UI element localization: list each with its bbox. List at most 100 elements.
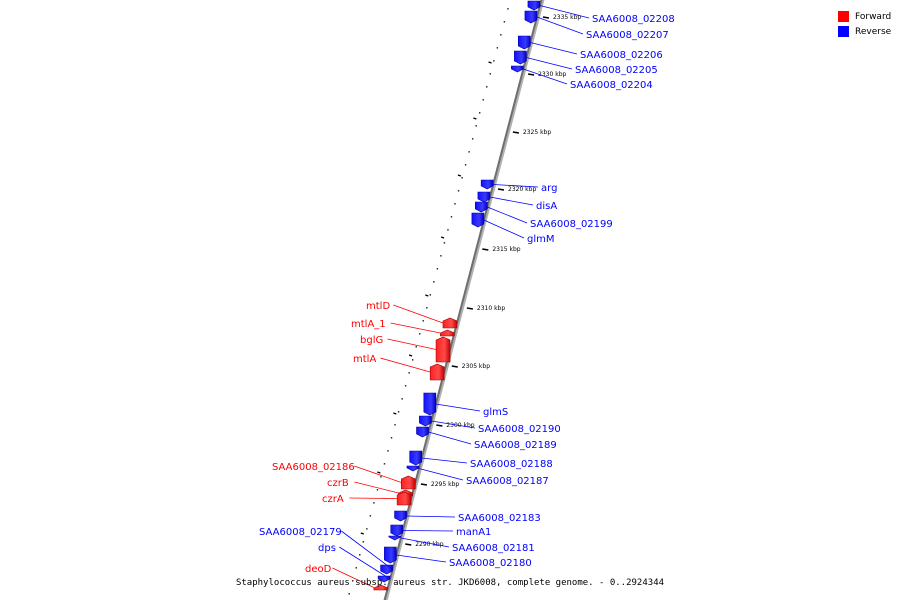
label-leader — [428, 431, 472, 445]
forward-gene[interactable] — [429, 363, 445, 381]
reverse-gene[interactable] — [423, 392, 437, 416]
forward-swatch — [838, 11, 849, 22]
guide-dot — [503, 21, 506, 23]
reverse-gene[interactable] — [517, 35, 531, 50]
gene-label[interactable]: czrA — [322, 494, 344, 505]
gene-label[interactable]: mtlA — [353, 354, 376, 365]
label-leader — [523, 68, 568, 85]
gene-label[interactable]: bglG — [360, 335, 383, 346]
reverse-gene[interactable] — [384, 546, 397, 564]
guide-dot — [348, 593, 350, 595]
gene-label[interactable]: glmM — [527, 234, 555, 245]
reverse-gene[interactable] — [409, 450, 423, 466]
guide-dot — [397, 411, 400, 413]
kbp-tick — [451, 365, 458, 368]
label-leader — [435, 403, 481, 412]
guide-dot — [493, 60, 495, 62]
guide-dot — [471, 138, 474, 140]
guide-dot — [468, 151, 470, 153]
reverse-gene[interactable] — [388, 535, 402, 541]
gene-label[interactable]: SAA6008_02189 — [474, 440, 557, 451]
gene-label[interactable]: czrB — [327, 478, 349, 489]
guide-dot — [489, 73, 491, 75]
gene-label[interactable]: dps — [318, 543, 336, 554]
guide-dot — [433, 281, 435, 283]
gene-label[interactable]: arg — [541, 183, 557, 194]
reverse-gene[interactable] — [524, 10, 538, 24]
reverse-gene[interactable] — [477, 191, 491, 203]
reverse-gene[interactable] — [511, 65, 524, 73]
gene-label[interactable]: manA1 — [456, 527, 491, 538]
gene-label[interactable]: SAA6008_02205 — [575, 65, 658, 76]
label-leader — [487, 206, 528, 224]
legend-reverse-label: Reverse — [855, 26, 892, 37]
gene-label[interactable]: disA — [536, 201, 557, 212]
kbp-tick-label: 2305 kbp — [462, 363, 490, 370]
guide-dot — [443, 242, 446, 244]
gene-label[interactable]: deoD — [305, 564, 332, 575]
label-leader — [402, 530, 454, 532]
reverse-swatch — [838, 26, 849, 37]
gene-label[interactable]: SAA6008_02179 — [259, 527, 342, 538]
guide-dot — [352, 580, 354, 582]
forward-gene[interactable] — [373, 584, 389, 591]
gene-label[interactable]: SAA6008_02204 — [570, 80, 653, 91]
guide-dash — [393, 412, 397, 415]
gene-label[interactable]: SAA6008_02190 — [478, 424, 561, 435]
reverse-gene[interactable] — [480, 179, 494, 190]
gene-label[interactable]: SAA6008_02186 — [272, 462, 355, 473]
gene-label[interactable]: SAA6008_02199 — [530, 219, 613, 230]
gene-labels: SAA6008_02208 SAA6008_02207 SAA6008_02206 S… — [259, 5, 675, 588]
label-leader — [400, 537, 450, 548]
kbp-tick-label: 2320 kbp — [508, 186, 536, 193]
reverse-gene[interactable] — [514, 50, 527, 65]
gene-label[interactable]: SAA6008_02187 — [466, 476, 549, 487]
gene-label[interactable]: SAA6008_02180 — [449, 558, 532, 569]
gene-label[interactable]: SAA6008_02207 — [586, 30, 669, 41]
reverse-gene[interactable] — [406, 465, 420, 472]
guide-dash — [440, 236, 445, 239]
gene-label[interactable]: SAA6008_02188 — [470, 459, 553, 470]
label-leader — [387, 338, 437, 350]
gene-features — [373, 0, 541, 591]
legend-reverse: Reverse — [838, 24, 891, 39]
guide-dot — [464, 164, 467, 166]
gene-label[interactable]: mtlD — [366, 301, 390, 312]
guide-dot — [475, 125, 477, 127]
kbp-tick-label: 2335 kbp — [553, 14, 581, 21]
kbp-tick-label: 2325 kbp — [523, 129, 551, 136]
guide-dot — [404, 385, 407, 387]
forward-gene[interactable] — [440, 329, 455, 337]
guide-dot — [411, 359, 414, 361]
label-leader — [380, 357, 431, 373]
label-leader — [421, 457, 468, 464]
guide-dot — [366, 528, 368, 530]
guide-dot — [482, 99, 484, 101]
guide-dot — [486, 86, 488, 88]
reverse-gene[interactable] — [474, 201, 488, 213]
gene-label[interactable]: SAA6008_02183 — [458, 513, 541, 524]
gene-label[interactable]: mtlA_1 — [351, 319, 386, 330]
guide-dot — [496, 47, 499, 49]
forward-gene[interactable] — [401, 475, 416, 490]
reverse-gene[interactable] — [527, 0, 541, 11]
guide-dot — [507, 8, 509, 10]
gene-label[interactable]: SAA6008_02181 — [452, 543, 535, 554]
label-leader — [396, 554, 447, 563]
label-leader — [526, 57, 573, 70]
reverse-gene[interactable] — [419, 415, 432, 427]
forward-gene[interactable] — [442, 317, 458, 329]
reverse-gene[interactable] — [416, 426, 429, 438]
gene-label[interactable]: glmS — [483, 407, 508, 418]
gene-label[interactable]: SAA6008_02208 — [592, 14, 675, 25]
kbp-tick — [405, 543, 412, 546]
forward-gene[interactable] — [435, 336, 451, 363]
reverse-gene[interactable] — [471, 212, 485, 228]
forward-gene[interactable] — [396, 491, 412, 506]
guide-dot — [369, 515, 372, 517]
reverse-gene[interactable] — [394, 510, 407, 522]
reverse-gene[interactable] — [390, 524, 404, 537]
gene-label[interactable]: SAA6008_02206 — [580, 50, 663, 61]
guide-dot — [376, 489, 379, 491]
guide-dot — [426, 307, 428, 309]
